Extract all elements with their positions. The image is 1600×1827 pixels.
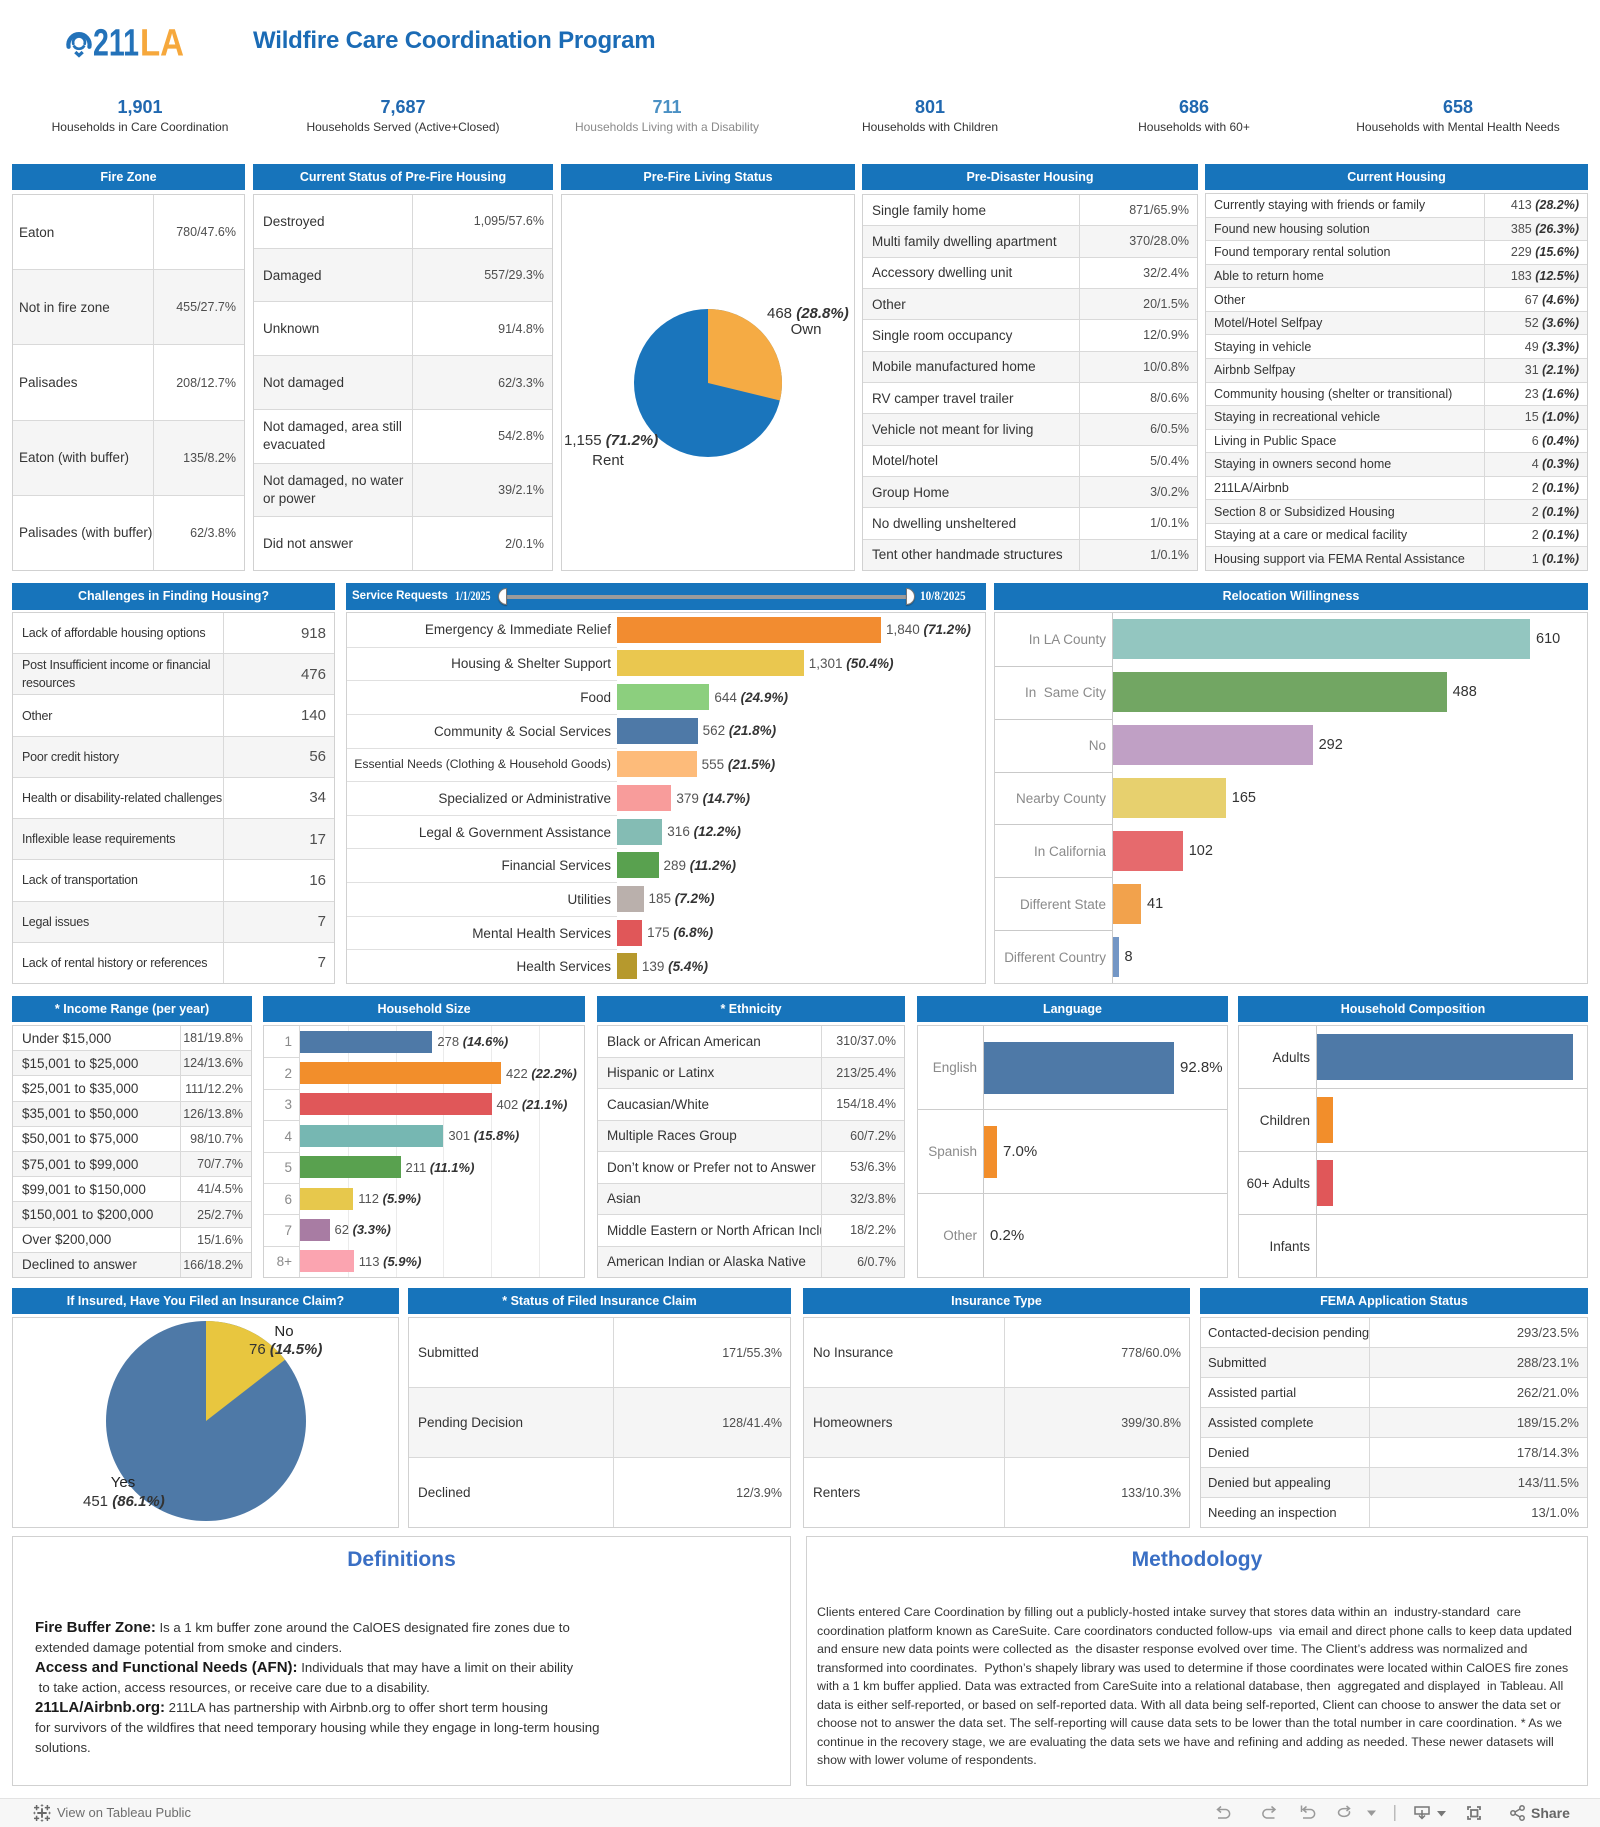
svg-text:76 (14.5%): 76 (14.5%) [249, 1341, 322, 1358]
svg-text:Rent: Rent [592, 452, 625, 469]
svg-text:451 (86.1%): 451 (86.1%) [83, 1493, 165, 1510]
svg-text:Share: Share [1531, 1805, 1570, 1821]
svg-text:Yes: Yes [111, 1474, 135, 1491]
svg-text:LA: LA [140, 24, 184, 60]
svg-text:211: 211 [93, 24, 139, 60]
svg-text:No: No [274, 1323, 293, 1340]
svg-text:1,155 (71.2%): 1,155 (71.2%) [564, 432, 658, 449]
svg-text:Own: Own [791, 321, 822, 338]
svg-text:468 (28.8%): 468 (28.8%) [767, 305, 849, 322]
